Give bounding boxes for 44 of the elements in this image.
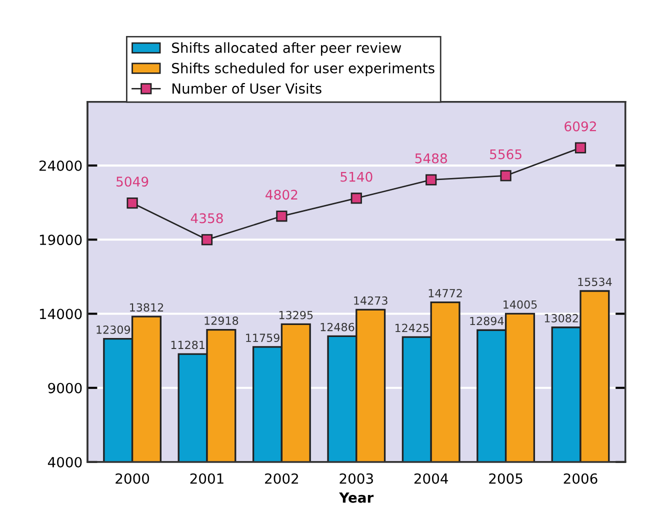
- data-label: 12309: [96, 325, 130, 334]
- data-label: 5565: [490, 149, 522, 160]
- point: [500, 170, 512, 182]
- point: [126, 198, 138, 209]
- data-label: 15534: [578, 278, 612, 286]
- data-label: 6092: [564, 121, 596, 132]
- legend-label: Shifts allocated after peer review: [172, 42, 402, 56]
- point: [574, 142, 586, 154]
- y-tick-label: 4000: [48, 456, 82, 468]
- data-label: 11759: [246, 334, 280, 342]
- data-label: 12425: [395, 324, 429, 332]
- data-label: 4802: [266, 190, 298, 200]
- y-tick-label: 9000: [48, 382, 82, 394]
- data-label: 4358: [190, 213, 223, 224]
- x-tick-label: 2004: [414, 473, 448, 484]
- x-axis-title: Year: [339, 492, 374, 503]
- data-label: 14273: [354, 296, 388, 305]
- data-label: 13295: [279, 310, 313, 320]
- data-label: 13082: [544, 314, 578, 322]
- data-label: 5140: [340, 172, 372, 182]
- point: [426, 174, 437, 186]
- data-label: 5049: [116, 176, 148, 187]
- x-tick-label: 2000: [116, 473, 150, 484]
- point: [276, 210, 288, 222]
- point: [350, 192, 362, 204]
- data-label: 11281: [171, 340, 204, 350]
- x-tick-label: 2001: [190, 473, 224, 484]
- data-label: 12918: [204, 316, 238, 325]
- x-tick-label: 2003: [340, 473, 373, 484]
- data-label: 13812: [130, 303, 164, 312]
- point: [201, 234, 213, 246]
- legend-label: Shifts scheduled for user experiments: [172, 62, 434, 76]
- data-label: 14772: [428, 288, 462, 298]
- y-tick-label: 14000: [40, 308, 82, 320]
- x-tick-label: 2002: [265, 473, 298, 484]
- y-tick-label: 24000: [39, 160, 82, 171]
- data-label: 14005: [504, 300, 537, 309]
- x-tick-label: 2006: [564, 473, 598, 484]
- data-label: 12894: [470, 316, 504, 326]
- data-label: 12486: [320, 322, 354, 332]
- y-tick-label: 19000: [40, 234, 82, 246]
- x-tick-label: 2005: [489, 473, 522, 484]
- legend-label: Number of User Visits: [172, 83, 322, 94]
- data-label: 5488: [415, 153, 447, 164]
